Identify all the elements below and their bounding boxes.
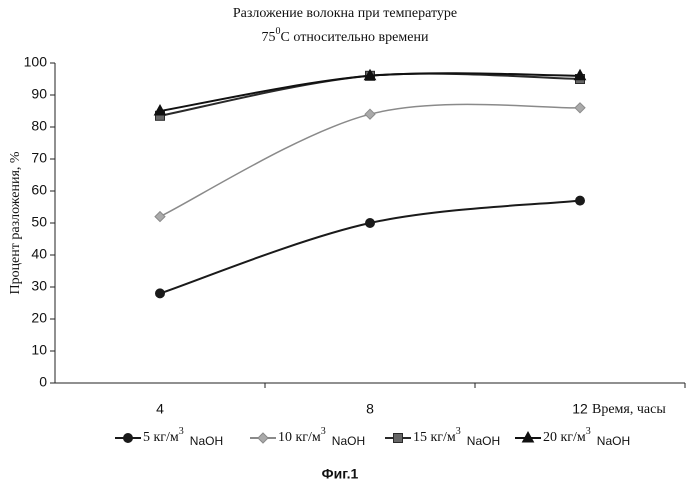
legend-label: 15 кг/м3 NaOH [413,426,500,448]
x-axis-label: Время, часы [592,402,666,417]
y-tick-label: 70 [31,150,47,166]
legend-sup: 3 [586,426,591,437]
y-tick-label: 30 [31,278,47,294]
figure-label: Фиг.1 [322,466,359,482]
legend-sup: 3 [456,426,461,437]
legend-suffix: NaOH [190,434,223,448]
legend-suffix: NaOH [467,434,500,448]
y-tick-label: 90 [31,86,47,102]
series-line [160,201,580,294]
x-tick-label: 4 [156,401,164,417]
marker [156,289,165,298]
chart-title: Разложение волокна при температуре [233,6,457,21]
legend-name: 10 кг/м [278,430,321,445]
legend-label: 10 кг/м3 NaOH [278,426,365,448]
y-axis-label: Процент разложения, % [8,151,23,294]
legend-sup: 3 [179,426,184,437]
marker [365,109,375,119]
x-tick-label: 12 [572,401,588,417]
legend-suffix: NaOH [332,434,365,448]
marker [366,219,375,228]
series-line [160,104,580,216]
legend-suffix: NaOH [597,434,630,448]
chart-title-line2: 750С относительно времени [262,26,429,45]
marker [155,212,165,222]
title-number: 75 [262,30,276,45]
x-tick-label: 8 [366,401,374,417]
marker [124,434,133,443]
y-tick-label: 10 [31,342,47,358]
legend-label: 5 кг/м3 NaOH [143,426,223,448]
marker [394,434,403,443]
legend-sup: 3 [321,426,326,437]
marker [575,103,585,113]
y-tick-label: 100 [24,54,48,70]
legend-label: 20 кг/м3 NaOH [543,426,630,448]
y-tick-label: 0 [39,374,47,390]
marker [576,196,585,205]
y-tick-label: 50 [31,214,47,230]
title-rest: С относительно времени [281,30,429,45]
legend-name: 20 кг/м [543,430,586,445]
y-tick-label: 60 [31,182,47,198]
marker [258,433,268,443]
y-tick-label: 80 [31,118,47,134]
y-tick-label: 40 [31,246,47,262]
legend-name: 15 кг/м [413,430,456,445]
legend-name: 5 кг/м [143,430,179,445]
y-tick-label: 20 [31,310,47,326]
